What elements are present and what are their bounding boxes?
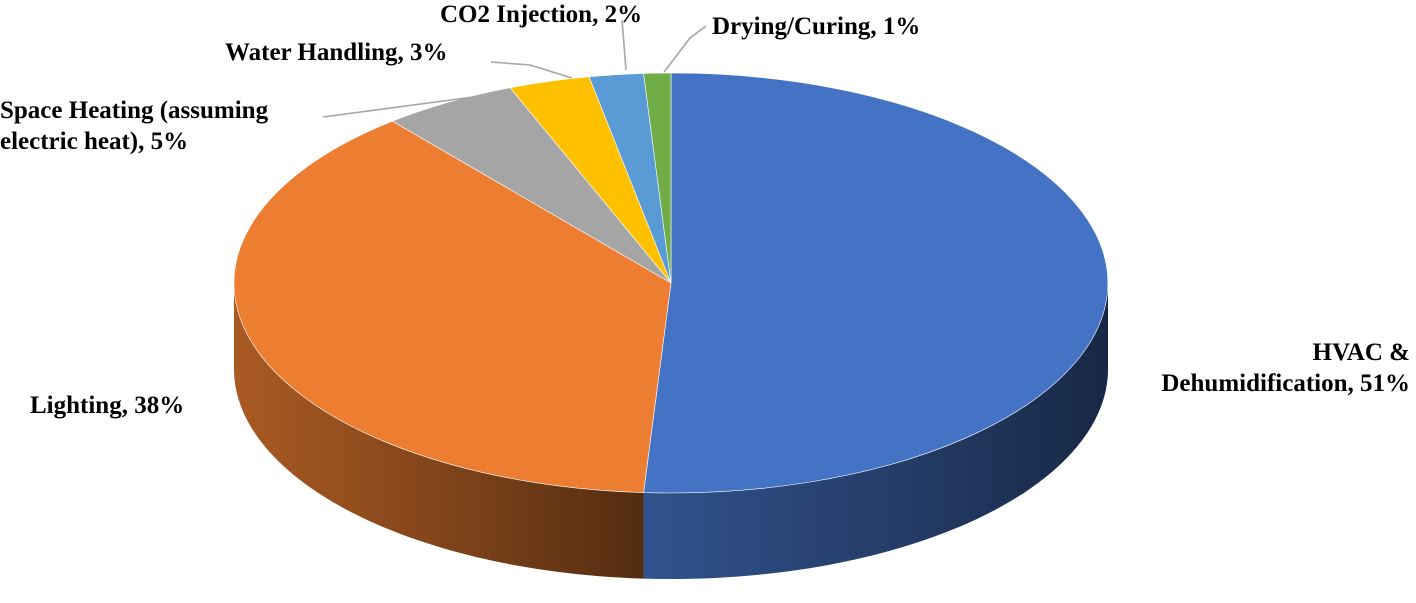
pie-side-shade-1 (643, 283, 1108, 579)
data-label-3: Space Heating (assuming electric heat), 5… (0, 97, 269, 155)
data-label-2: Lighting, 38% (30, 392, 184, 419)
pie-slice-6 (643, 72, 672, 284)
data-label-1: HVAC & Dehumidification, 51% (1161, 339, 1410, 397)
data-label-4: Water Handling, 3% (225, 39, 448, 66)
leader-line-4 (490, 61, 573, 79)
pie-slice-2 (233, 120, 672, 493)
leader-line-3 (322, 94, 489, 118)
pie-slice-1 (643, 72, 1109, 494)
leader-lines (322, 19, 707, 118)
pie-side-shade-2 (234, 283, 644, 579)
data-label-5: CO2 Injection, 2% (440, 1, 642, 28)
pie-side-walls (234, 283, 1108, 579)
pie-top-faces (233, 72, 1109, 494)
data-labels: HVAC & Dehumidification, 51% Lighting, 38%… (0, 1, 1410, 419)
data-label-6: Drying/Curing, 1% (712, 13, 920, 40)
leader-line-6 (663, 25, 707, 73)
leader-line-5 (621, 19, 627, 71)
